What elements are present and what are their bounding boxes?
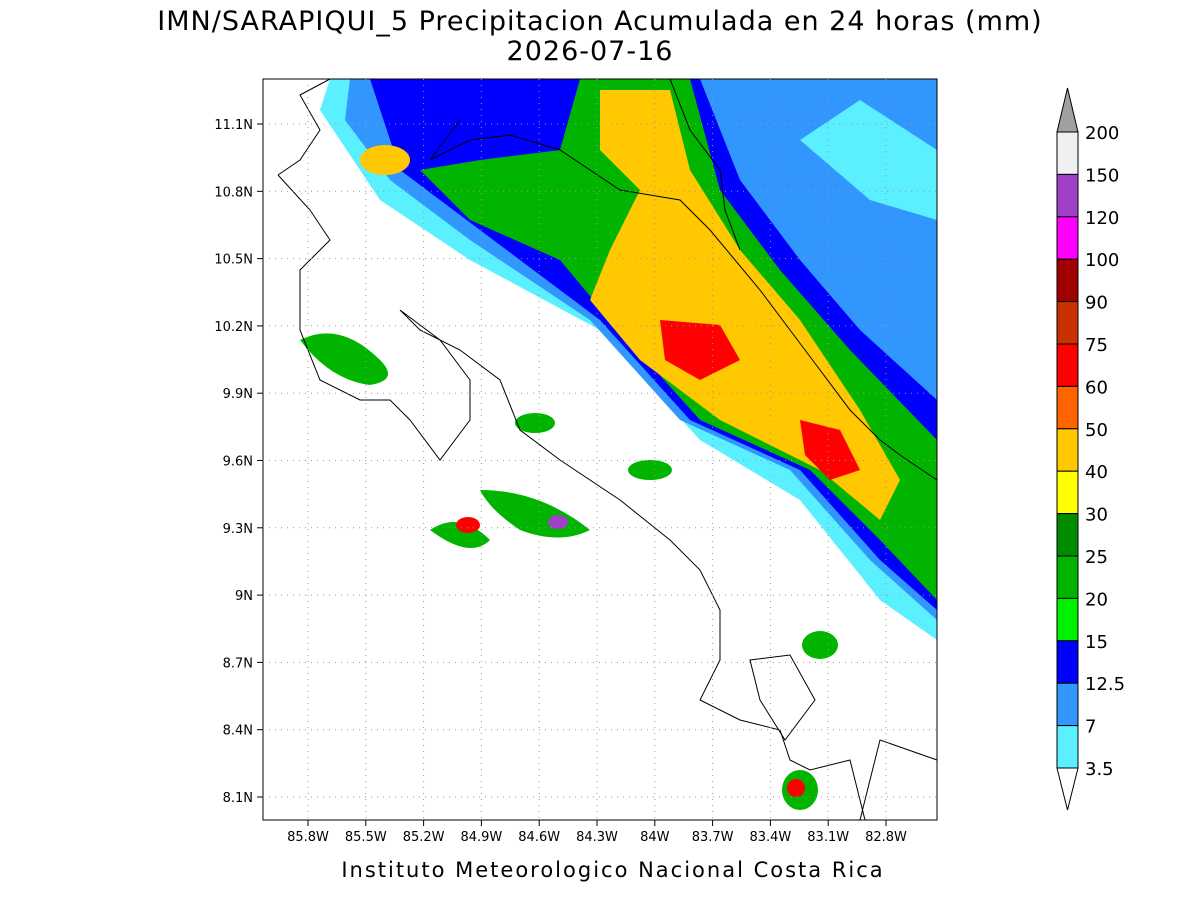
colorbar-label: 50 [1085,420,1108,441]
colorbar-box [1056,640,1079,684]
colorbar-box [1056,725,1079,769]
lat-label: 9.6N [223,455,253,470]
colorbar-label: 7 [1085,717,1096,738]
colorbar-label: 3.5 [1085,759,1114,780]
colorbar-over [1056,87,1079,133]
lon-label: 83.4W [749,830,791,845]
lon-label: 84.3W [576,830,618,845]
colorbar-label: 200 [1085,123,1119,144]
coastline [277,78,938,821]
colorbar-label: 75 [1085,335,1108,356]
colorbar-box [1056,682,1079,727]
title: IMN/SARAPIQUI_5 Precipitacion Acumulada … [157,6,1042,37]
colorbar-label: 20 [1085,589,1108,610]
colorbar-label: 30 [1085,505,1108,526]
map-frame [262,78,938,821]
lon-label: 82.8W [865,830,907,845]
lon-label: 84.6W [518,830,560,845]
lat-label: 9.3N [223,522,253,537]
colorbar-label: 25 [1085,547,1108,568]
colorbar-label: 40 [1085,462,1108,483]
footer: Instituto Meteorologico Nacional Costa R… [341,858,884,882]
colorbar-box [1056,343,1079,387]
colorbar-label: 120 [1085,208,1119,229]
colorbar-under [1056,767,1079,811]
colorbar-box [1056,470,1079,515]
colorbar-box [1056,428,1079,472]
lat-label: 9N [235,589,253,604]
lat-label: 9.9N [223,387,253,402]
lat-label: 10.8N [214,185,253,200]
colorbar-label: 15 [1085,632,1108,653]
colorbar-label: 12.5 [1085,674,1125,695]
lon-label: 85.8W [287,830,329,845]
lon-label: 84W [640,830,670,845]
lon-label: 85.5W [345,830,387,845]
colorbar-box [1056,597,1079,642]
colorbar-box [1056,131,1079,175]
subtitle: 2026-07-16 [507,36,674,67]
colorbar-box [1056,301,1079,345]
colorbar-box [1056,513,1079,557]
colorbar-box [1056,216,1079,260]
colorbar-label: 150 [1085,165,1119,186]
colorbar-label: 60 [1085,377,1108,398]
lat-label: 8.1N [223,791,253,806]
colorbar-label: 90 [1085,293,1108,314]
lat-label: 10.2N [214,320,253,335]
lon-label: 85.2W [403,830,445,845]
colorbar-box [1056,555,1079,599]
lon-label: 83.7W [692,830,734,845]
lat-label: 8.7N [223,656,253,671]
colorbar-box [1056,385,1079,430]
colorbar-box [1056,173,1079,218]
lon-label: 84.9W [460,830,502,845]
lon-label: 83.1W [807,830,849,845]
precipitation-field [300,79,937,810]
lat-label: 8.4N [223,724,253,739]
colorbar-box [1056,258,1079,303]
lat-label: 10.5N [214,253,253,268]
lat-label: 11.1N [214,118,253,133]
colorbar-label: 100 [1085,250,1119,271]
